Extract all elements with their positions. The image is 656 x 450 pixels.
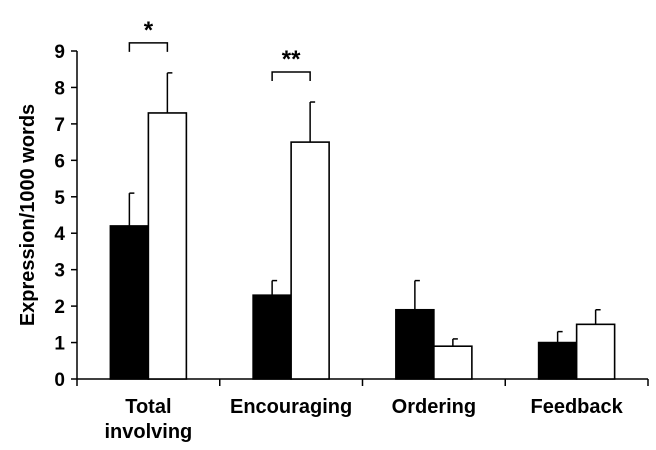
y-tick-label-9: 9 [54, 42, 65, 63]
y-tick-label-5: 5 [54, 188, 65, 209]
x-axis: Total involving Encouraging Ordering Feedbac… [76, 378, 649, 443]
bar-1-1 [290, 141, 330, 380]
bar-2-0 [395, 308, 435, 380]
x-tick-label-0-1: involving [104, 421, 192, 443]
significance-bracket-1 [271, 71, 311, 82]
bar-3-1 [575, 323, 616, 380]
y-axis-title: Expression/1000 words [17, 104, 39, 326]
bar-1-0 [252, 294, 292, 380]
y-tick-label-1: 1 [54, 334, 65, 355]
x-tick-label-3-0: Feedback [530, 396, 623, 418]
bars [109, 112, 616, 380]
bar-0-0 [109, 225, 150, 380]
x-tick-label-2-0: Ordering [392, 396, 476, 418]
significance-bracket-0 [128, 42, 169, 52]
error-bars [128, 72, 601, 347]
x-tick-label-1-0: Encouraging [230, 396, 352, 418]
significance-label-0: * [144, 17, 154, 44]
bar-3-0 [537, 341, 578, 380]
y-tick-label-7: 7 [54, 115, 65, 136]
bar-2-1 [433, 345, 473, 380]
y-tick-label-8: 8 [54, 78, 65, 99]
y-tick-label-3: 3 [54, 261, 65, 282]
y-tick-label-0: 0 [54, 370, 65, 391]
significance-brackets: *** [128, 17, 311, 82]
y-tick-label-4: 4 [54, 224, 65, 245]
y-tick-label-2: 2 [54, 297, 65, 318]
y-tick-label-6: 6 [54, 151, 65, 172]
x-tick-label-0-0: Total [125, 396, 171, 418]
y-axis: 0 1 2 3 4 5 6 7 8 9 [54, 42, 78, 391]
bar-0-1 [147, 112, 188, 380]
significance-label-1: ** [282, 46, 301, 73]
